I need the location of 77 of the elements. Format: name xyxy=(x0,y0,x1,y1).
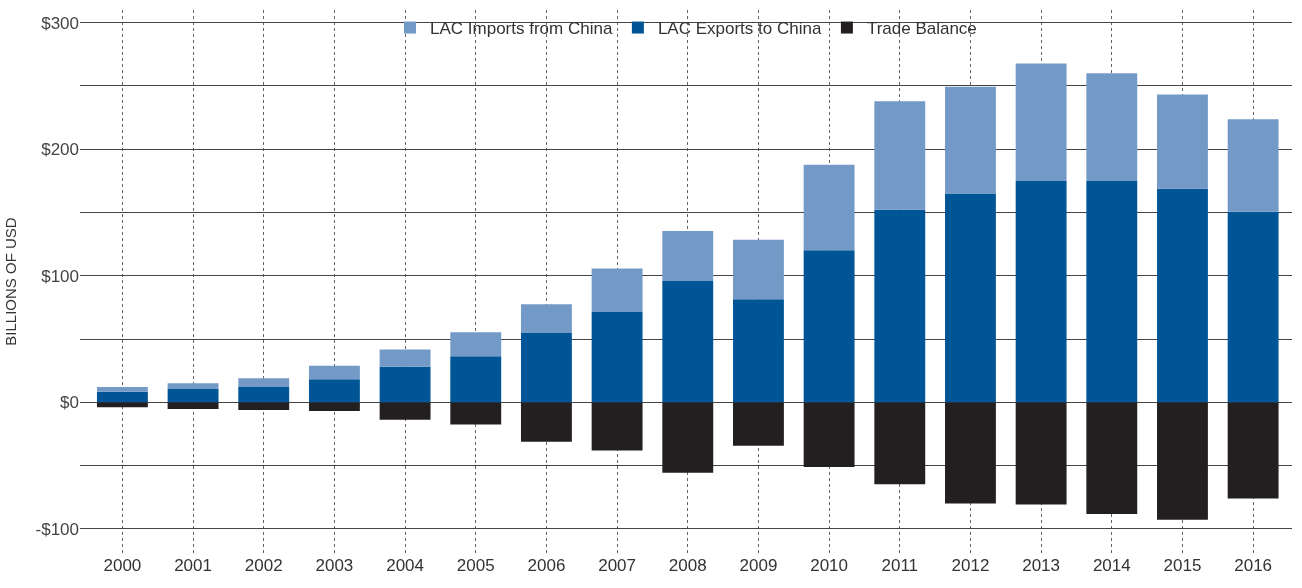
bar xyxy=(308,379,360,403)
bar xyxy=(1157,94,1208,189)
x-tick-label: 2005 xyxy=(456,556,495,575)
x-tick-label: 2011 xyxy=(881,556,919,575)
bar xyxy=(308,402,360,411)
bar xyxy=(167,388,219,403)
bar xyxy=(167,383,219,389)
x-tick-label: 2008 xyxy=(668,556,707,575)
y-tick-label: $0 xyxy=(60,393,79,413)
legend-label: LAC Exports to China xyxy=(657,19,822,39)
x-tick-label: 2016 xyxy=(1234,556,1273,575)
x-tick-label: 2002 xyxy=(244,556,283,575)
bar xyxy=(238,378,290,387)
y-tick-label: $200 xyxy=(41,140,79,160)
legend-label: LAC Imports from China xyxy=(430,19,613,39)
bar xyxy=(520,333,572,403)
bar xyxy=(591,311,643,403)
bar xyxy=(945,193,996,403)
bar xyxy=(1086,402,1138,515)
x-tick-label: 2013 xyxy=(1022,556,1061,575)
bar xyxy=(238,402,290,411)
bar xyxy=(1157,188,1208,403)
bar xyxy=(96,386,148,392)
bar xyxy=(591,268,643,312)
bar xyxy=(874,209,926,403)
x-tick-label: 2010 xyxy=(810,556,849,575)
bar xyxy=(662,231,714,282)
bar xyxy=(1157,402,1208,520)
bar xyxy=(96,391,148,403)
bar xyxy=(733,299,784,403)
bar xyxy=(662,402,714,473)
bar xyxy=(945,402,996,504)
bar xyxy=(803,164,855,251)
bar xyxy=(520,402,572,442)
bar xyxy=(874,101,926,210)
bar xyxy=(1227,402,1279,499)
x-tick-label: 2012 xyxy=(951,556,990,575)
bar xyxy=(945,86,996,194)
bar xyxy=(803,402,855,467)
y-tick-label: -$100 xyxy=(35,519,79,539)
bar xyxy=(662,281,714,403)
bar xyxy=(520,304,572,334)
x-tick-label: 2007 xyxy=(598,556,637,575)
x-tick-label: 2009 xyxy=(739,556,778,575)
y-axis-title: BILLIONS OF USD xyxy=(1,217,19,346)
bar xyxy=(1015,181,1067,403)
bar xyxy=(733,402,784,446)
bar xyxy=(1086,181,1138,403)
bar xyxy=(96,402,148,408)
bar xyxy=(591,402,643,451)
x-tick-label: 2000 xyxy=(103,556,142,575)
bar xyxy=(238,386,290,403)
bar xyxy=(167,402,219,410)
x-tick-label: 2014 xyxy=(1092,556,1131,575)
bar xyxy=(1227,211,1279,403)
x-tick-label: 2015 xyxy=(1163,556,1202,575)
bar xyxy=(1227,119,1279,212)
bar xyxy=(379,402,431,420)
x-tick-label: 2001 xyxy=(174,556,212,575)
bar xyxy=(450,332,502,357)
bar xyxy=(1015,63,1067,181)
bar xyxy=(379,366,431,403)
bar xyxy=(874,402,926,485)
x-tick-label: 2004 xyxy=(386,556,424,575)
y-tick-label: $100 xyxy=(41,266,79,286)
x-tick-label: 2003 xyxy=(315,556,354,575)
bar xyxy=(733,239,784,300)
bar xyxy=(1015,402,1067,505)
bar xyxy=(1086,73,1138,181)
bar xyxy=(450,356,502,403)
bar xyxy=(803,250,855,403)
y-tick-label: $300 xyxy=(41,13,79,33)
bar xyxy=(308,365,360,380)
bar xyxy=(379,349,431,367)
x-tick-label: 2006 xyxy=(527,556,566,575)
bar xyxy=(450,402,502,425)
legend-label: Trade Balance xyxy=(866,19,977,39)
